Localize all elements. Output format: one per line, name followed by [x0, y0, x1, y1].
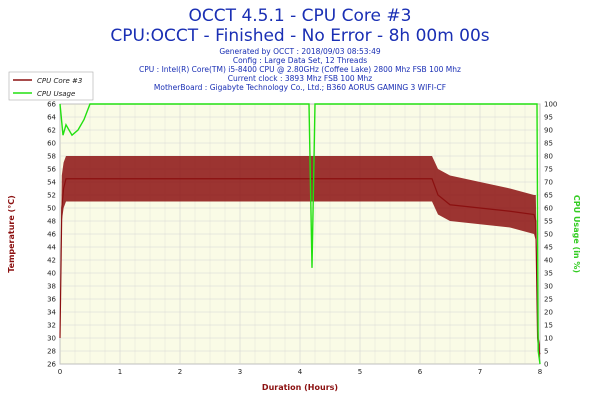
legend-box: [8, 71, 94, 101]
legend-label-usage: CPU Usage: [37, 90, 75, 98]
series-line-cpu-core-3: [59, 178, 541, 355]
grid-lines: [59, 103, 541, 365]
legend-label-temp: CPU Core #3: [37, 77, 82, 85]
x-tick-label: 4: [298, 368, 303, 376]
y-tick-label-right: 30: [544, 283, 553, 291]
y-tick-label-left: 56: [47, 166, 56, 174]
x-tick-label: 7: [478, 368, 482, 376]
y-tick-label-right: 10: [544, 335, 553, 343]
y-tick-label-left: 50: [47, 205, 56, 213]
x-tick-label: 6: [418, 368, 423, 376]
y-tick-label-left: 36: [47, 296, 56, 304]
series-lines: [59, 103, 541, 365]
chart-subtitle: CPU:OCCT - Finished - No Error - 8h 00m …: [110, 26, 489, 46]
y-tick-label-right: 40: [544, 257, 553, 265]
y-tick-label-left: 66: [47, 101, 56, 109]
y-tick-label-right: 50: [544, 231, 553, 239]
y-tick-label-left: 30: [47, 335, 56, 343]
y-tick-label-right: 0: [544, 361, 548, 369]
y-tick-label-right: 100: [544, 101, 557, 109]
info-motherboard: MotherBoard : Gigabyte Technology Co., L…: [154, 83, 446, 92]
y-tick-label-right: 35: [544, 270, 553, 278]
y-tick-label-right: 60: [544, 205, 553, 213]
y-tick-label-left: 64: [47, 114, 56, 122]
y-tick-label-right: 15: [544, 322, 553, 330]
y-ticks-right: 0 5 10 15 20 25 30 35 40 45 50 55 60 65 70 75 80 85 90 95 10…: [544, 101, 557, 369]
x-ticks: 0 1 2 3 4 5 6 7 8: [58, 368, 542, 376]
y-tick-label-left: 38: [47, 283, 56, 291]
y-tick-label-right: 75: [544, 166, 553, 174]
info-config: Config : Large Data Set, 12 Threads: [233, 56, 367, 65]
y-tick-label-right: 85: [544, 140, 553, 148]
y-tick-label-left: 46: [47, 231, 56, 239]
legend: CPU Core #3 CPU Usage: [8, 71, 94, 101]
x-tick-label: 2: [178, 368, 182, 376]
chart-title: OCCT 4.5.1 - CPU Core #3: [189, 6, 412, 26]
x-axis-label: Duration (Hours): [262, 383, 338, 392]
y-tick-label-left: 40: [47, 270, 56, 278]
info-generated: Generated by OCCT : 2018/09/03 08:53:49: [219, 47, 381, 56]
temp-noise-band: [60, 156, 540, 358]
y-tick-label-right: 20: [544, 309, 553, 317]
x-tick-label: 1: [118, 368, 122, 376]
y-ticks-left: 26 28 30 32 34 36 38 40 42 44 46 48 50 52 54 56 58 60 62 64…: [47, 101, 56, 369]
x-tick-label: 8: [538, 368, 542, 376]
y-tick-label-right: 80: [544, 153, 553, 161]
y-tick-label-left: 52: [47, 192, 56, 200]
y-tick-label-left: 26: [47, 361, 56, 369]
y-tick-label-left: 54: [47, 179, 56, 187]
y-tick-label-left: 58: [47, 153, 56, 161]
y-tick-label-right: 5: [544, 348, 548, 356]
y-tick-label-left: 32: [47, 322, 56, 330]
x-tick-label: 3: [238, 368, 242, 376]
y-tick-label-right: 25: [544, 296, 553, 304]
series-line-cpu-usage: [59, 103, 541, 365]
y-tick-label-right: 55: [544, 218, 553, 226]
y-tick-label-left: 34: [47, 309, 56, 317]
y-tick-label-right: 90: [544, 127, 553, 135]
y-tick-label-left: 60: [47, 140, 56, 148]
y-tick-label-right: 70: [544, 179, 553, 187]
y-tick-label-right: 95: [544, 114, 553, 122]
y-axis-label-left: Temperature (°C): [7, 195, 16, 273]
y-tick-label-left: 28: [47, 348, 56, 356]
x-tick-label: 5: [358, 368, 362, 376]
x-tick-label: 0: [58, 368, 62, 376]
y-tick-label-left: 44: [47, 244, 56, 252]
y-tick-label-right: 65: [544, 192, 553, 200]
y-tick-label-left: 42: [47, 257, 56, 265]
y-tick-label-left: 48: [47, 218, 56, 226]
info-clock: Current clock : 3893 Mhz FSB 100 Mhz: [228, 74, 373, 83]
y-tick-label-left: 62: [47, 127, 56, 135]
y-axis-label-right: CPU Usage (in %): [572, 195, 581, 273]
temperature-band: [60, 156, 540, 358]
info-cpu: CPU : Intel(R) Core(TM) i5-8400 CPU @ 2.…: [139, 65, 461, 74]
y-tick-label-right: 45: [544, 244, 553, 252]
